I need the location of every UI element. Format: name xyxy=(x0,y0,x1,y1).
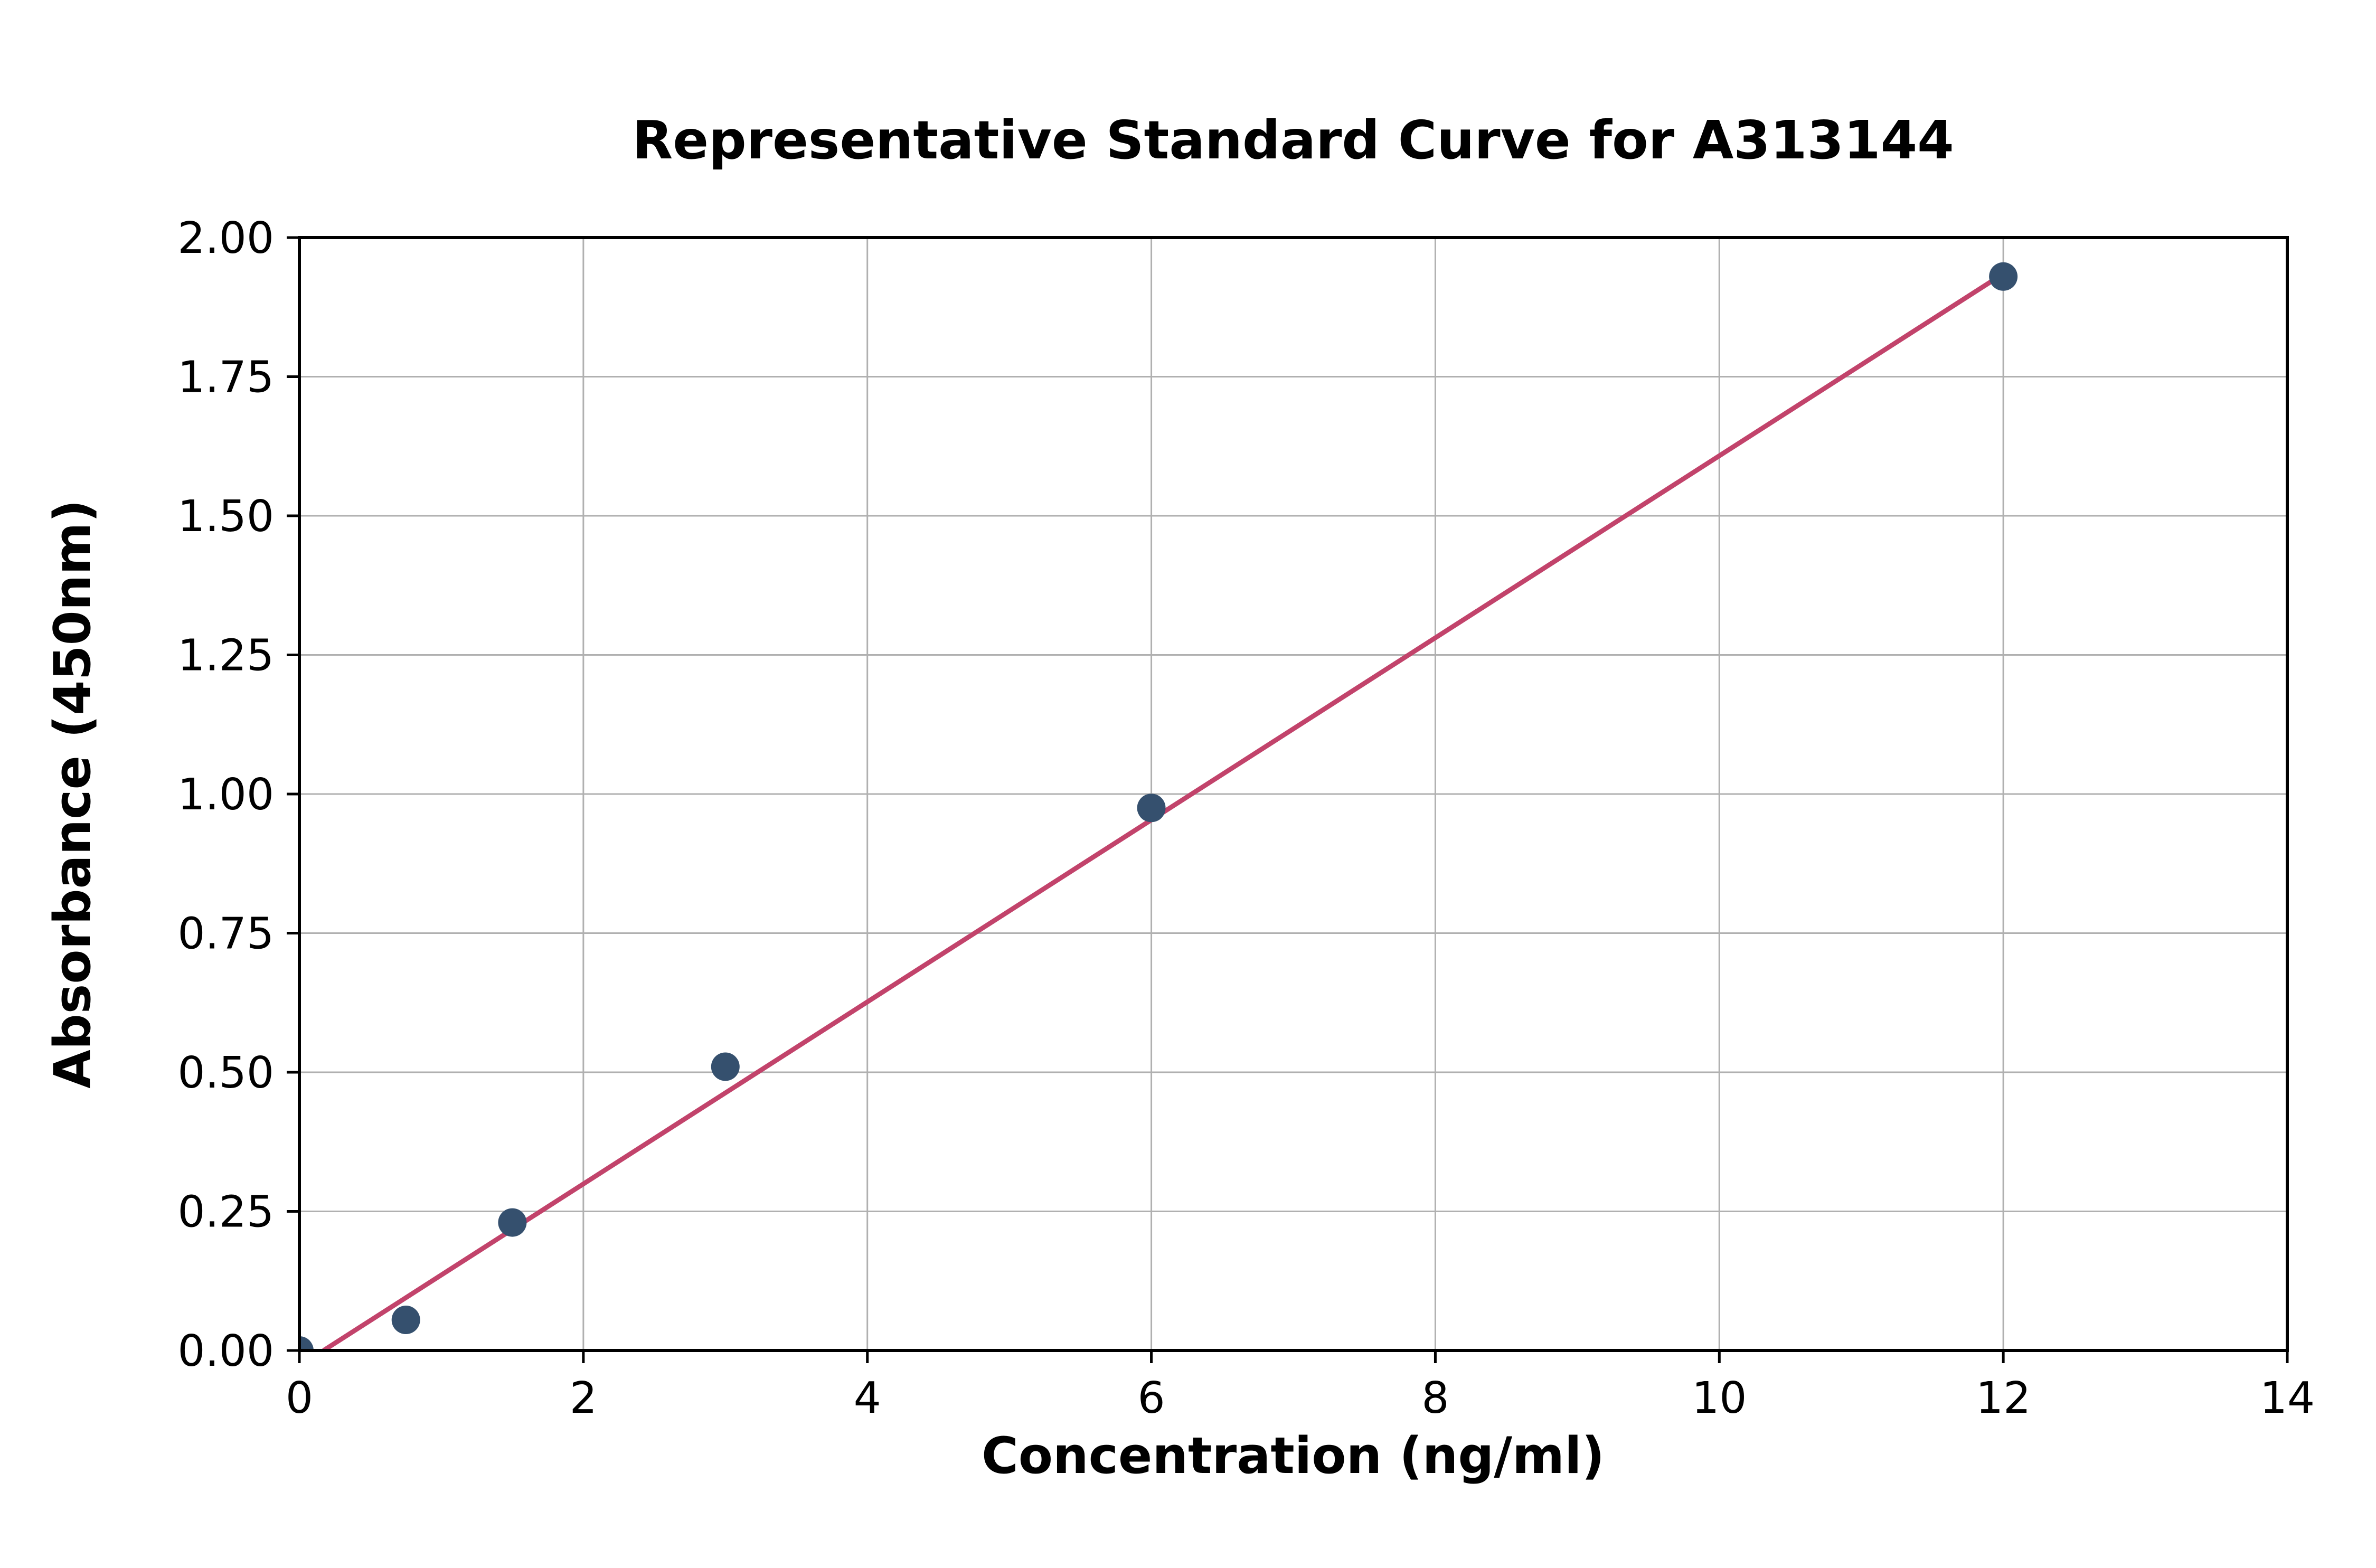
y-tick-label: 2.00 xyxy=(177,213,274,263)
data-point xyxy=(711,1052,740,1081)
x-tick-label: 0 xyxy=(286,1373,313,1423)
data-point xyxy=(1989,262,2018,291)
y-tick-label: 0.50 xyxy=(177,1048,274,1098)
x-tick-label: 12 xyxy=(1976,1373,2031,1423)
y-tick-label: 0.25 xyxy=(177,1187,274,1238)
data-points xyxy=(299,262,2018,1350)
x-tick-label: 6 xyxy=(1137,1373,1165,1423)
y-tick-label: 0.75 xyxy=(177,909,274,959)
x-tick-label: 2 xyxy=(570,1373,597,1423)
y-tick-label: 1.75 xyxy=(177,353,274,403)
x-tick-label: 8 xyxy=(1421,1373,1449,1423)
axis-ticks: 0 2 4 6 8 10 12 14 0.00 0.25 0.50 0.75 1.00 1.25 1.50 1… xyxy=(177,213,2315,1423)
y-tick-label: 1.50 xyxy=(177,492,274,542)
y-tick-label: 0.00 xyxy=(177,1326,274,1376)
x-tick-label: 4 xyxy=(854,1373,881,1423)
data-point xyxy=(1137,794,1166,823)
y-axis-label: Absorbance (450nm) xyxy=(44,499,102,1089)
data-point xyxy=(391,1306,420,1335)
chart-title: Representative Standard Curve for A31314… xyxy=(632,109,1954,171)
x-tick-label: 10 xyxy=(1692,1373,1747,1423)
data-point xyxy=(299,1336,314,1350)
y-tick-label: 1.25 xyxy=(177,631,274,681)
x-tick-label: 14 xyxy=(2260,1373,2315,1423)
data-point xyxy=(498,1208,527,1237)
y-tick-label: 1.00 xyxy=(177,770,274,820)
x-axis-label: Concentration (ng/ml) xyxy=(982,1427,1605,1485)
